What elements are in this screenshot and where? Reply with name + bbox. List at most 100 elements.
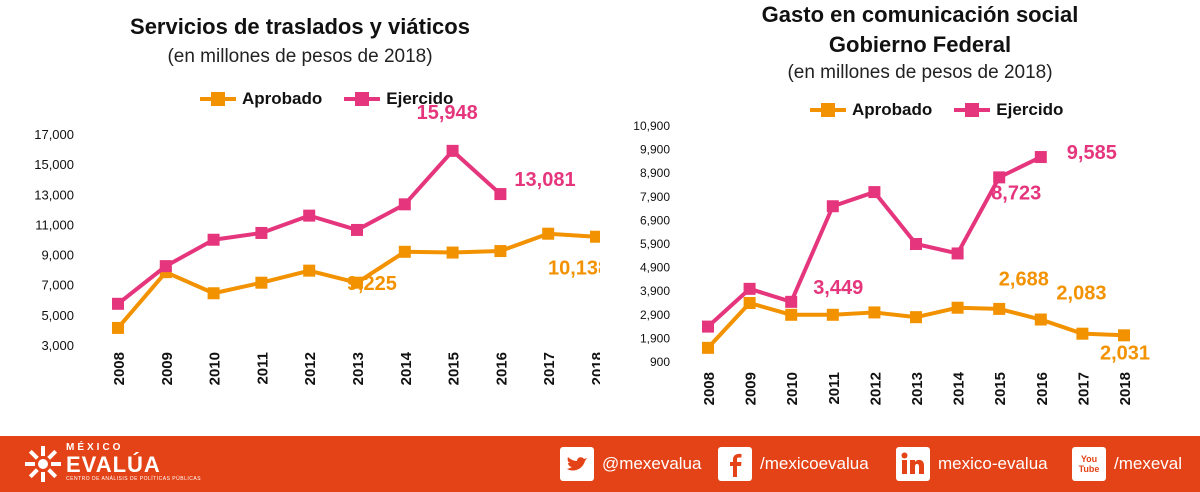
legend-aprobado-swatch xyxy=(810,103,846,117)
data-point-aprobado xyxy=(1076,327,1089,340)
data-point-aprobado xyxy=(255,276,268,289)
x-tick-label: 2010 xyxy=(784,372,801,405)
footer-bar: MÉXICO EVALÚA CENTRO DE ANÁLISIS DE POLÍ… xyxy=(0,436,1200,492)
legend-ejercido: Ejercido xyxy=(954,100,1063,120)
y-tick-label: 8,900 xyxy=(640,166,670,180)
right-chart-subtitle: (en millones de pesos de 2018) xyxy=(787,62,1053,83)
data-point-aprobado xyxy=(303,264,316,277)
twitter-link[interactable]: @mexevalua xyxy=(560,446,701,482)
y-tick-label: 7,900 xyxy=(640,190,670,204)
legend-aprobado: Aprobado xyxy=(810,100,932,120)
data-label: 9,225 xyxy=(347,273,397,295)
data-label: 8,723 xyxy=(991,182,1041,204)
data-point-aprobado xyxy=(112,321,124,334)
data-point-aprobado xyxy=(1118,329,1130,342)
youtube-icon: You Tube xyxy=(1072,447,1106,481)
x-tick-label: 2009 xyxy=(159,352,176,385)
data-label: 2,083 xyxy=(1056,283,1106,305)
legend-aprobado-swatch xyxy=(200,92,236,106)
x-tick-label: 2008 xyxy=(701,372,718,405)
data-point-aprobado xyxy=(743,297,756,309)
youtube-handle: /mexeval xyxy=(1114,454,1183,473)
legend-ejercido-swatch xyxy=(954,103,991,117)
y-tick-label: 9,000 xyxy=(41,248,74,263)
y-tick-label: 10,900 xyxy=(633,119,670,133)
x-tick-label: 2015 xyxy=(446,352,463,385)
data-point-aprobado xyxy=(446,246,459,259)
x-tick-label: 2016 xyxy=(1034,372,1051,405)
data-point-ejercido xyxy=(868,186,881,199)
linkedin-link[interactable]: mexico-evalua xyxy=(896,446,1048,482)
y-tick-label: 15,000 xyxy=(34,157,74,172)
data-label: 10,138 xyxy=(548,258,600,280)
data-point-ejercido xyxy=(826,200,839,213)
y-tick-label: 3,900 xyxy=(640,284,670,298)
twitter-icon xyxy=(560,447,594,481)
data-point-ejercido xyxy=(255,226,268,239)
data-point-ejercido xyxy=(159,260,172,273)
x-tick-label: 2017 xyxy=(1075,372,1092,405)
x-tick-label: 2009 xyxy=(743,372,760,405)
data-label: 9,585 xyxy=(1067,142,1117,164)
y-tick-label: 5,000 xyxy=(41,308,74,323)
mexico-evalua-logo[interactable]: MÉXICO EVALÚA CENTRO DE ANÁLISIS DE POLÍ… xyxy=(24,440,201,488)
right-chart-title: Gasto en comunicación social xyxy=(761,2,1079,27)
y-tick-label: 7,000 xyxy=(41,278,74,293)
data-label: 15,948 xyxy=(417,102,478,124)
logo-top-text: MÉXICO xyxy=(66,442,124,453)
x-tick-label: 2018 xyxy=(589,352,600,385)
y-tick-label: 2,900 xyxy=(640,308,670,322)
x-tick-label: 2012 xyxy=(867,372,884,405)
data-point-aprobado xyxy=(1034,313,1047,326)
x-tick-label: 2014 xyxy=(951,371,968,405)
logo-main-text: EVALÚA xyxy=(66,452,161,477)
facebook-icon xyxy=(718,447,752,481)
data-point-aprobado xyxy=(590,230,600,243)
series-line-aprobado xyxy=(706,301,1125,350)
right-chart-plot: 10,900 9,900 8,900 7,900 6,900 5,900 4,900 3,90… xyxy=(633,119,1150,405)
sun-logo-icon xyxy=(25,446,61,482)
data-label: 3,449 xyxy=(813,277,863,299)
left-chart-subtitle: (en millones de pesos de 2018) xyxy=(167,46,433,67)
x-tick-label: 2014 xyxy=(398,351,415,385)
data-point-ejercido xyxy=(785,295,798,308)
data-point-aprobado xyxy=(542,227,555,240)
data-point-ejercido xyxy=(993,171,1006,184)
left-chart-legend: Aprobado Ejercido xyxy=(200,89,475,109)
data-point-ejercido xyxy=(303,209,316,222)
x-tick-label: 2018 xyxy=(1117,372,1134,405)
y-tick-label: 5,900 xyxy=(640,237,670,251)
legend-ejercido-label: Ejercido xyxy=(386,89,454,108)
data-point-ejercido xyxy=(112,297,124,310)
facebook-link[interactable]: /mexicoevalua xyxy=(718,446,869,482)
y-tick-label: 17,000 xyxy=(34,127,74,142)
data-point-ejercido xyxy=(494,188,507,201)
data-point-ejercido xyxy=(951,247,964,260)
legend-ejercido-label: Ejercido xyxy=(996,100,1064,119)
data-point-aprobado xyxy=(868,306,881,319)
legend-ejercido: Ejercido xyxy=(344,89,453,109)
y-tick-label: 900 xyxy=(650,355,670,369)
twitter-handle: @mexevalua xyxy=(602,454,702,473)
x-tick-label: 2010 xyxy=(207,352,224,385)
legend-aprobado-label: Aprobado xyxy=(242,89,323,108)
x-tick-label: 2008 xyxy=(111,352,128,385)
data-point-ejercido xyxy=(446,144,459,157)
youtube-link[interactable]: You Tube /mexeval xyxy=(1072,446,1182,482)
linkedin-handle: mexico-evalua xyxy=(938,454,1048,473)
legend-ejercido-swatch xyxy=(344,92,381,106)
y-tick-label: 4,900 xyxy=(640,261,670,275)
data-point-ejercido xyxy=(351,223,363,236)
right-chart-legend: Aprobado Ejercido xyxy=(810,100,1085,120)
logo-sub-text: CENTRO DE ANÁLISIS DE POLÍTICAS PÚBLICAS xyxy=(66,476,202,482)
data-point-aprobado xyxy=(785,308,798,321)
data-point-aprobado xyxy=(398,245,411,258)
data-point-ejercido xyxy=(398,198,411,211)
x-tick-label: 2011 xyxy=(826,372,843,405)
y-tick-label: 6,900 xyxy=(640,213,670,227)
data-point-aprobado xyxy=(351,276,363,289)
data-point-ejercido xyxy=(207,233,220,246)
series-line-ejercido xyxy=(116,148,502,306)
youtube-icon-text: You Tube xyxy=(1078,454,1100,474)
facebook-handle: /mexicoevalua xyxy=(760,454,869,473)
